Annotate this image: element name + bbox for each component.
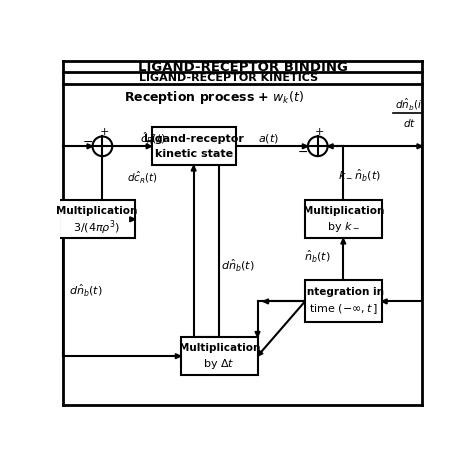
Text: $-$: $-$ [297, 145, 308, 157]
Polygon shape [257, 350, 263, 356]
Text: Ligand-receptor: Ligand-receptor [144, 134, 244, 144]
Bar [181, 337, 257, 375]
Polygon shape [255, 331, 260, 337]
Text: $\hat{c}_R(t)$: $\hat{c}_R(t)$ [140, 130, 166, 146]
Text: $k_-\hat{n}_b(t)$: $k_-\hat{n}_b(t)$ [338, 167, 381, 183]
Text: LIGAND-RECEPTOR KINETICS: LIGAND-RECEPTOR KINETICS [139, 73, 318, 83]
Bar [305, 200, 382, 238]
Text: $d\hat{n}_b(i$: $d\hat{n}_b(i$ [395, 96, 422, 112]
Text: $3/(4\pi\rho^3)$: $3/(4\pi\rho^3)$ [73, 218, 120, 237]
Polygon shape [382, 299, 387, 304]
Bar [59, 200, 135, 238]
Text: $d\hat{c}_R(t)$: $d\hat{c}_R(t)$ [127, 169, 158, 185]
Text: $a(t)$: $a(t)$ [258, 132, 279, 145]
Text: Multiplication: Multiplication [179, 343, 260, 353]
Text: Multiplication: Multiplication [56, 206, 137, 216]
Text: $d\hat{n}_b(t)$: $d\hat{n}_b(t)$ [221, 257, 254, 273]
Text: LIGAND-RECEPTOR BINDING: LIGAND-RECEPTOR BINDING [138, 61, 348, 73]
Polygon shape [175, 354, 181, 359]
Text: Integration in: Integration in [303, 287, 384, 297]
Text: $\hat{n}_b(t)$: $\hat{n}_b(t)$ [304, 248, 331, 264]
Text: $dt$: $dt$ [402, 117, 416, 128]
Polygon shape [341, 238, 346, 244]
Text: by $k_-$: by $k_-$ [327, 220, 360, 234]
Bar [305, 281, 382, 322]
Polygon shape [146, 144, 152, 149]
Polygon shape [87, 144, 92, 149]
Bar [152, 127, 236, 165]
Text: by $\Delta t$: by $\Delta t$ [203, 357, 235, 371]
Text: $-$: $-$ [82, 135, 92, 148]
Polygon shape [302, 144, 308, 149]
Polygon shape [328, 144, 333, 149]
Text: Multiplication: Multiplication [302, 206, 384, 216]
Polygon shape [263, 299, 268, 304]
Polygon shape [417, 144, 422, 149]
Circle shape [308, 137, 328, 156]
Circle shape [92, 137, 112, 156]
Text: +: + [100, 128, 109, 137]
Polygon shape [191, 165, 196, 171]
Text: time $(-\infty, t\,]$: time $(-\infty, t\,]$ [309, 302, 378, 316]
Text: +: + [315, 128, 324, 137]
Text: Reception process + $w_k(t)$: Reception process + $w_k(t)$ [124, 89, 304, 106]
Polygon shape [130, 217, 135, 222]
Text: kinetic state: kinetic state [155, 149, 233, 159]
Text: $d\hat{n}_b(t)$: $d\hat{n}_b(t)$ [69, 283, 103, 299]
